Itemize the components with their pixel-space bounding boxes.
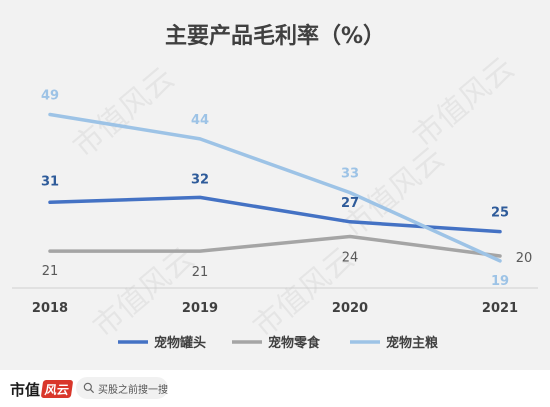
watermark-text: 市值风云 (407, 51, 521, 155)
data-label: 44 (191, 113, 209, 128)
footer-bar: 市值 风云 买股之前搜一搜 (0, 370, 550, 407)
x-tick-labels: 2018 2019 2020 2021 (32, 301, 518, 316)
legend-item: 宠物主粮 (350, 335, 439, 351)
legend-label: 宠物主粮 (386, 335, 439, 351)
brand-seal: 风云 (40, 380, 74, 398)
chart-title: 主要产品毛利率（%） (165, 23, 385, 49)
legend: 宠物罐头 宠物零食 宠物主粮 (118, 335, 439, 351)
x-tick-label: 2019 (182, 301, 218, 316)
data-label: 21 (42, 264, 59, 279)
x-tick-label: 2021 (482, 301, 518, 316)
brand-name: 市值 (10, 380, 41, 399)
watermark-text: 市值风云 (67, 61, 181, 165)
series-layer: 31 32 27 25 21 21 24 20 49 44 33 19 (41, 88, 532, 288)
series-line-1 (48, 195, 502, 234)
data-label: 49 (41, 88, 59, 103)
series-line-3 (48, 112, 502, 263)
data-label: 32 (191, 172, 209, 187)
watermark-text: 市值风云 (87, 241, 201, 345)
legend-label: 宠物零食 (268, 335, 321, 351)
search-icon (83, 382, 94, 393)
legend-item: 宠物零食 (232, 335, 321, 351)
data-label: 24 (342, 250, 359, 265)
search-box[interactable]: 买股之前搜一搜 (76, 377, 168, 399)
legend-item: 宠物罐头 (118, 335, 206, 351)
data-label: 31 (41, 174, 59, 189)
legend-label: 宠物罐头 (154, 335, 206, 351)
data-label: 27 (341, 196, 359, 211)
brand-logo[interactable]: 市值 风云 (10, 378, 74, 400)
data-label: 20 (516, 251, 533, 266)
data-label: 33 (341, 167, 359, 182)
data-label: 19 (491, 274, 509, 289)
data-label: 25 (491, 206, 509, 221)
search-placeholder: 买股之前搜一搜 (98, 384, 168, 396)
x-tick-label: 2018 (32, 301, 68, 316)
x-tick-label: 2020 (332, 301, 368, 316)
series-line-2 (48, 234, 502, 258)
data-label: 21 (192, 265, 209, 280)
